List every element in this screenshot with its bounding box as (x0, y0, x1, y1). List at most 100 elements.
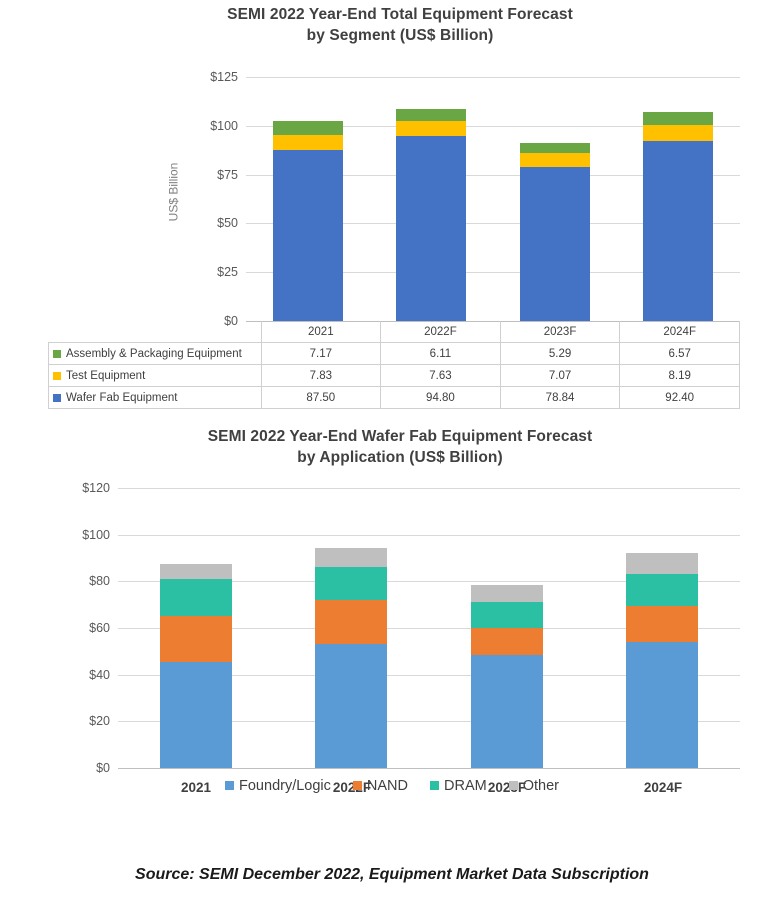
table-header-row: 2021 2022F 2023F 2024F (49, 321, 740, 343)
bar-segment[interactable] (315, 566, 387, 600)
table-row-header: Test Equipment (48, 364, 262, 387)
bar-segment[interactable] (160, 563, 232, 579)
x-tick-label: 2021 (180, 780, 212, 795)
bar-stack[interactable] (471, 488, 543, 768)
chart2-legend: Foundry/Logic NAND DRAM Other (0, 778, 784, 794)
table-column-header: 2022F (380, 321, 501, 343)
legend-label: NAND (366, 778, 408, 794)
bar-segment[interactable] (315, 547, 387, 567)
y-tick-label: $75 (217, 168, 238, 182)
bar-segment[interactable] (273, 134, 343, 151)
legend-swatch-icon (53, 349, 61, 358)
bar-segment[interactable] (273, 120, 343, 135)
bar-segment[interactable] (315, 643, 387, 768)
bar-stack[interactable] (396, 77, 466, 321)
chart1-title: SEMI 2022 Year-End Total Equipment Forec… (120, 4, 680, 46)
bar-segment[interactable] (396, 135, 466, 321)
gridline (246, 126, 740, 127)
legend-swatch-icon (53, 393, 61, 402)
bar-stack[interactable] (626, 488, 698, 768)
table-cell: 87.50 (260, 386, 382, 409)
bar-stack[interactable] (315, 488, 387, 768)
bar-stack[interactable] (273, 77, 343, 321)
y-tick-label: $125 (210, 70, 238, 84)
table-cell: 5.29 (499, 342, 621, 365)
gridline (246, 77, 740, 78)
y-tick-label: $40 (89, 668, 110, 682)
table-cell: 6.11 (380, 342, 501, 365)
y-tick-label: $20 (89, 714, 110, 728)
table-cell: 7.17 (260, 342, 382, 365)
legend-item[interactable]: Other (508, 778, 559, 794)
legend-item[interactable]: Foundry/Logic (225, 778, 331, 794)
legend-swatch-icon (430, 781, 439, 790)
table-cell: 7.83 (260, 364, 382, 387)
bar-segment[interactable] (396, 121, 466, 136)
y-tick-label: $100 (82, 528, 110, 542)
series-label: Assembly & Packaging Equipment (66, 347, 242, 360)
table-cell: 8.19 (619, 364, 740, 387)
series-label: Test Equipment (66, 369, 146, 382)
legend-swatch-icon (508, 781, 518, 790)
bar-segment[interactable] (626, 573, 698, 606)
chart2-title: SEMI 2022 Year-End Wafer Fab Equipment F… (110, 426, 690, 468)
chart2-y-tick-labels: $0 $20 $40 $60 $80 $100 $120 (58, 481, 110, 775)
chart1-y-tick-labels: $0 $25 $50 $75 $100 $125 (186, 70, 238, 328)
gridline (246, 272, 740, 273)
y-tick-label: $0 (224, 314, 238, 328)
bar-stack[interactable] (160, 488, 232, 768)
gridline (246, 223, 740, 224)
legend-swatch-icon (53, 371, 61, 380)
bar-segment[interactable] (273, 150, 343, 321)
bar-stack[interactable] (643, 77, 713, 321)
y-tick-label: $0 (96, 761, 110, 775)
gridline (118, 581, 740, 582)
bar-segment[interactable] (160, 579, 232, 617)
bar-segment[interactable] (160, 661, 232, 768)
x-tick-label: 2024F (643, 780, 683, 795)
legend-label: DRAM (444, 778, 487, 794)
legend-swatch-icon (352, 781, 362, 790)
bar-segment[interactable] (643, 140, 713, 321)
table-row-header: Wafer Fab Equipment (48, 386, 262, 409)
bar-segment[interactable] (520, 143, 590, 154)
bar-segment[interactable] (315, 599, 387, 644)
table-row: Test Equipment 7.83 7.63 7.07 8.19 (48, 364, 740, 387)
bar-segment[interactable] (471, 602, 543, 628)
bar-segment[interactable] (520, 153, 590, 168)
x-axis-line (118, 768, 740, 769)
bar-stack[interactable] (520, 77, 590, 321)
legend-item[interactable]: NAND (352, 778, 408, 794)
bar-segment[interactable] (471, 654, 543, 768)
gridline (118, 675, 740, 676)
table-corner-cell (49, 321, 262, 343)
table-column-header: 2024F (619, 321, 740, 343)
gridline (118, 535, 740, 536)
chart2-title-line2: by Application (US$ Billion) (297, 449, 503, 466)
bar-segment[interactable] (626, 642, 698, 768)
bar-segment[interactable] (471, 628, 543, 655)
table-row: Assembly & Packaging Equipment 7.17 6.11 5.… (48, 342, 740, 365)
bar-segment[interactable] (626, 605, 698, 642)
table-cell: 78.84 (499, 386, 621, 409)
table-cell: 6.57 (619, 342, 740, 365)
table-column-header: 2021 (260, 321, 382, 343)
legend-item[interactable]: DRAM (430, 778, 487, 794)
chart1-title-line2: by Segment (US$ Billion) (306, 27, 494, 44)
y-tick-label: $50 (217, 216, 238, 230)
bar-segment[interactable] (626, 553, 698, 574)
table-cell: 7.07 (499, 364, 621, 387)
table-column-header: 2023F (499, 321, 621, 343)
bar-segment[interactable] (396, 109, 466, 122)
bar-segment[interactable] (160, 616, 232, 662)
wafer-fab-equipment-forecast-chart: SEMI 2022 Year-End Wafer Fab Equipment F… (0, 420, 784, 810)
bar-segment[interactable] (471, 585, 543, 603)
legend-label: Other (522, 778, 559, 794)
bar-segment[interactable] (520, 167, 590, 321)
bar-segment[interactable] (643, 111, 713, 125)
gridline (118, 721, 740, 722)
y-tick-label: $100 (210, 119, 238, 133)
legend-swatch-icon (225, 781, 235, 790)
bar-segment[interactable] (643, 124, 713, 141)
